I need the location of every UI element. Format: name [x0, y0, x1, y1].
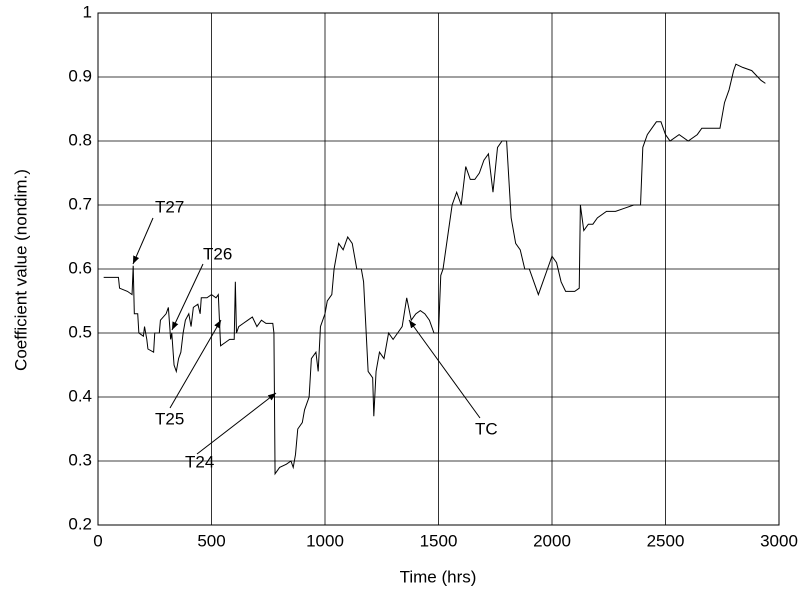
annotation: T24: [185, 452, 214, 471]
annotation: T25: [155, 409, 184, 428]
x-tick-label: 2000: [533, 531, 571, 550]
y-tick-label: 0.2: [68, 514, 92, 533]
y-tick-label: 0.8: [68, 130, 92, 149]
x-tick-label: 3000: [760, 531, 798, 550]
x-tick-label: 1500: [420, 531, 458, 550]
y-tick-label: 0.4: [68, 386, 92, 405]
y-axis-label: Coefficient value (nondim.): [11, 169, 30, 371]
data-line: [103, 63, 766, 476]
y-tick-label: 1: [83, 2, 92, 21]
y-tick-label: 0.7: [68, 194, 92, 213]
y-tick-label: 0.3: [68, 450, 92, 469]
annotation-arrow: [171, 263, 204, 331]
y-tick-label: 0.5: [68, 322, 92, 341]
annotation-arrow: [196, 392, 277, 455]
annotation: T27: [155, 197, 184, 216]
x-axis-label: Time (hrs): [400, 567, 477, 586]
annotation-arrow: [408, 319, 481, 419]
y-tick-label: 0.6: [68, 258, 92, 277]
x-tick-label: 2500: [647, 531, 685, 550]
y-tick-label: 0.9: [68, 66, 92, 85]
annotation: T26: [203, 244, 232, 263]
x-tick-label: 500: [197, 531, 225, 550]
x-tick-label: 0: [93, 531, 102, 550]
annotation: TC: [475, 419, 498, 438]
annotation-arrow: [169, 319, 222, 409]
annotation-arrow: [132, 217, 154, 265]
x-tick-label: 1000: [306, 531, 344, 550]
